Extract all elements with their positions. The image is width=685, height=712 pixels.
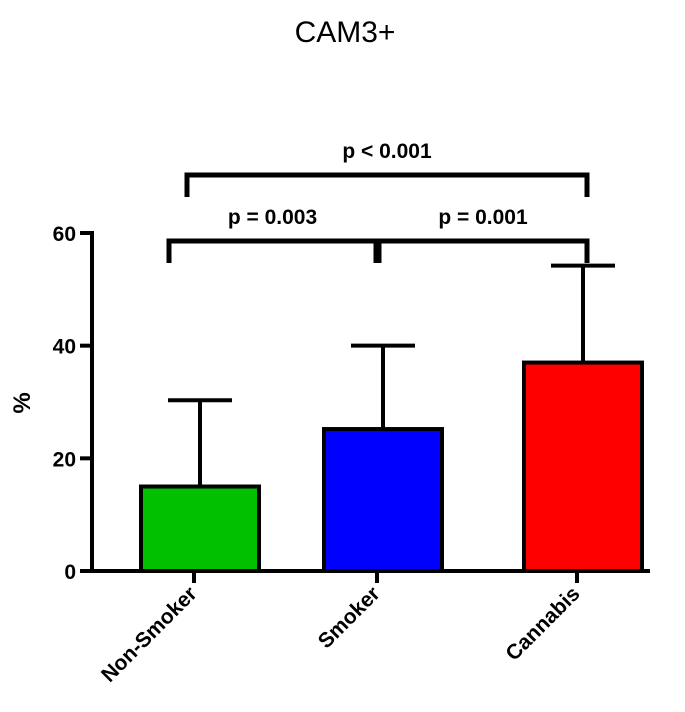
chart-title: CAM3+ xyxy=(295,16,396,49)
y-tick-label-0: 0 xyxy=(64,561,76,584)
significance-bracket-3 xyxy=(184,172,590,197)
y-tick-label-20: 20 xyxy=(53,448,76,471)
significance-bracket-2 xyxy=(376,238,590,263)
error-bars-group xyxy=(168,263,615,487)
category-label-non-smoker: Non-Smoker xyxy=(97,582,202,687)
y-tick-label-40: 40 xyxy=(53,336,76,359)
category-label-cannabis: Cannabis xyxy=(501,582,584,665)
bar-non-smoker xyxy=(139,484,261,573)
bar-smoker xyxy=(322,427,444,574)
significance-label-2: p = 0.001 xyxy=(438,206,528,229)
y-tick-label-60: 60 xyxy=(53,223,76,246)
bars-group xyxy=(139,360,644,574)
y-axis-label: % xyxy=(9,392,36,413)
significance-label-3: p < 0.001 xyxy=(342,140,432,163)
significance-bracket-1 xyxy=(166,238,379,263)
category-label-smoker: Smoker xyxy=(314,582,385,653)
significance-group: p = 0.003 p = 0.001 p < 0.001 xyxy=(166,140,590,263)
significance-label-1: p = 0.003 xyxy=(228,206,317,229)
bar-cannabis xyxy=(522,360,644,574)
